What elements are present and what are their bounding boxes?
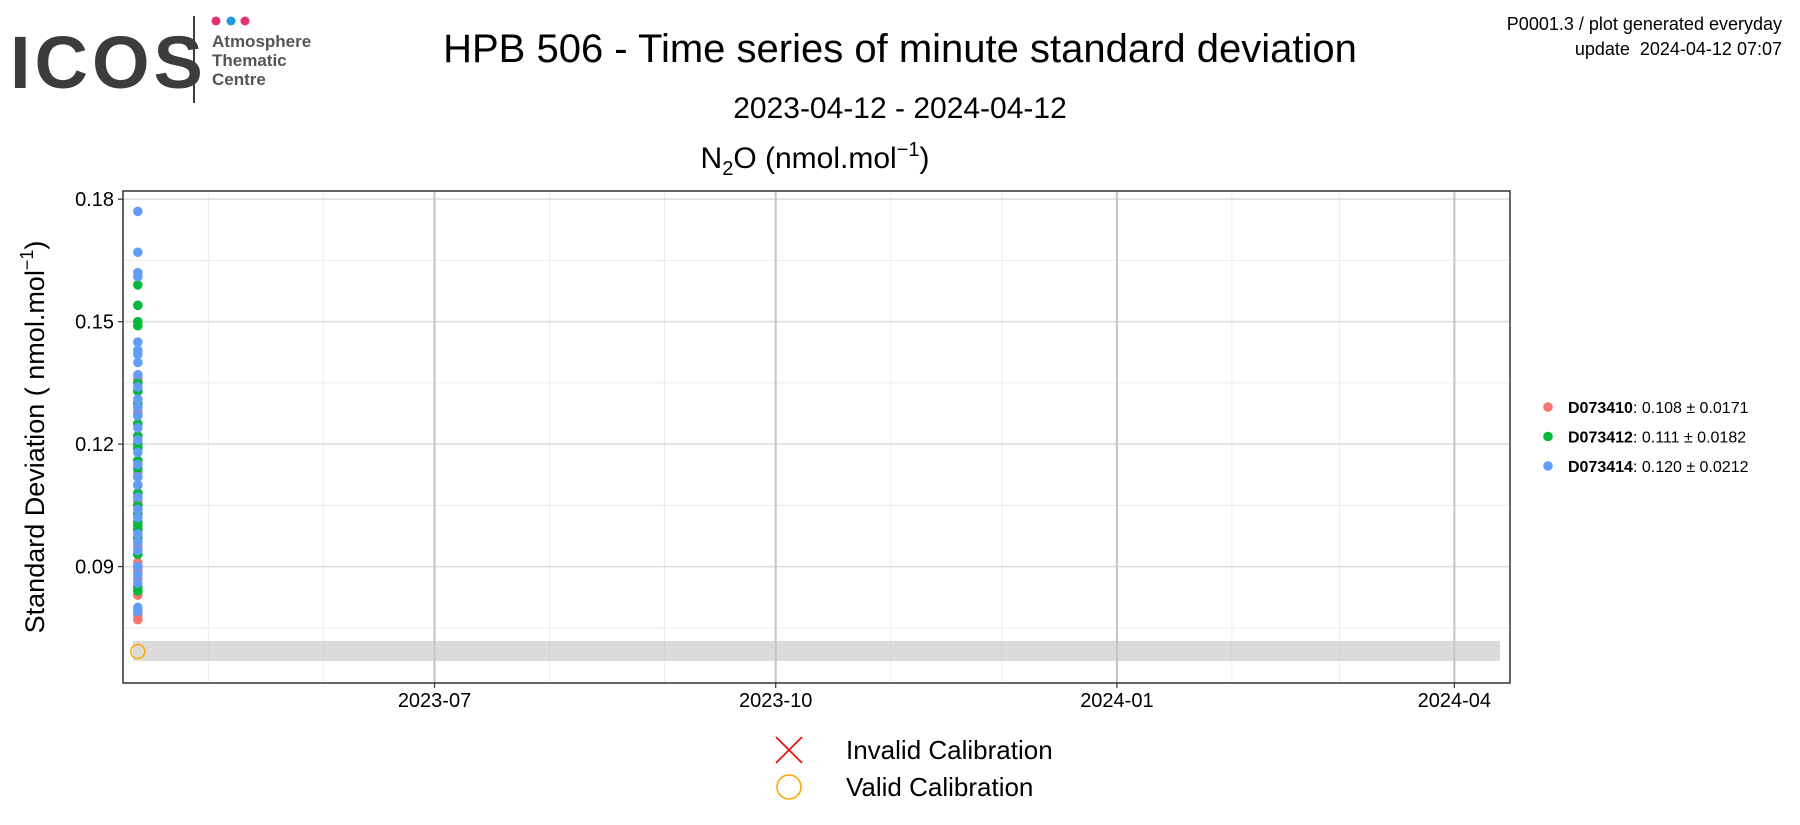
- panel-title-sub: 2: [722, 158, 733, 180]
- legend-name: D073410: [1568, 400, 1633, 417]
- data-point: [133, 504, 143, 515]
- y-label-part: Standard Deviation ( nmol.mol: [20, 270, 50, 633]
- plot-border: [122, 190, 1511, 684]
- plot-background: [123, 191, 1510, 683]
- logo-text: ICOS: [10, 21, 207, 104]
- panel-title-sup: −1: [897, 139, 920, 161]
- x-tick-label: 2023-10: [739, 690, 812, 712]
- logo-line: Atmosphere: [212, 32, 311, 51]
- data-point: [133, 267, 143, 278]
- x-tick-label: 2023-07: [398, 690, 471, 712]
- data-point: [133, 280, 143, 290]
- panel-title: N2O (nmol.mol−1): [701, 139, 930, 180]
- data-point: [133, 537, 143, 547]
- legend-marker: [1543, 431, 1553, 442]
- logo-line: Thematic: [212, 51, 287, 70]
- data-point: [133, 410, 143, 421]
- data-point: [133, 316, 143, 327]
- data-point: [133, 492, 143, 503]
- data-point: [133, 345, 143, 356]
- panel-title-part: O (nmol.mol: [733, 142, 896, 175]
- y-tick-label: 0.15: [75, 312, 114, 334]
- data-point: [133, 337, 143, 347]
- y-label-sup: −1: [17, 250, 37, 271]
- legend-stats: : 0.120 ± 0.0212: [1633, 459, 1749, 476]
- legend-marker: [776, 774, 802, 800]
- header-note: update 2024-04-12 07:07: [1575, 39, 1782, 59]
- logo-dot: [211, 16, 221, 26]
- logo-dot: [240, 16, 250, 26]
- legend-name: D073414: [1568, 459, 1633, 476]
- data-point: [133, 459, 143, 470]
- panel-title-part: ): [919, 142, 929, 175]
- logo-line: Centre: [212, 70, 266, 89]
- logo-dot: [226, 16, 236, 26]
- legend-entry: D073414: 0.120 ± 0.0212: [1568, 459, 1749, 476]
- legend-entry: D073412: 0.111 ± 0.0182: [1568, 430, 1746, 447]
- data-point: [133, 578, 143, 588]
- data-point: [133, 570, 143, 580]
- data-point: [133, 382, 143, 392]
- data-point: [133, 394, 143, 405]
- calibration-point: [130, 643, 146, 660]
- y-tick-label: 0.18: [75, 189, 114, 211]
- legend-stats: : 0.108 ± 0.0171: [1633, 400, 1749, 417]
- data-point: [133, 480, 143, 490]
- data-point: [133, 529, 143, 539]
- y-tick-label: 0.09: [75, 557, 114, 579]
- legend-marker: [1543, 461, 1553, 471]
- y-label-part: ): [20, 241, 50, 250]
- x-tick-label: 2024-01: [1080, 690, 1153, 712]
- legend-label: Valid Calibration: [846, 772, 1033, 802]
- chart-subtitle: 2023-04-12 - 2024-04-12: [733, 92, 1067, 125]
- y-tick-label: 0.12: [75, 434, 114, 456]
- data-point: [133, 423, 143, 433]
- chart-title: HPB 506 - Time series of minute standard…: [443, 27, 1357, 71]
- data-point: [133, 402, 143, 413]
- data-point: [133, 369, 143, 380]
- data-point: [133, 357, 143, 368]
- y-axis-label: Standard Deviation ( nmol.mol−1): [17, 241, 50, 634]
- data-point: [133, 512, 143, 523]
- data-point: [133, 602, 143, 613]
- legend-marker: [775, 736, 803, 764]
- legend-name: D073412: [1568, 430, 1633, 447]
- legend-label: Invalid Calibration: [846, 735, 1053, 765]
- data-point: [133, 545, 143, 556]
- data-point: [133, 300, 143, 311]
- header-note: P0001.3 / plot generated everyday: [1507, 14, 1782, 34]
- data-point: [133, 447, 143, 458]
- legend-stats: : 0.111 ± 0.0182: [1633, 430, 1746, 447]
- data-point: [133, 247, 143, 258]
- data-point: [133, 206, 143, 217]
- panel-title-part: N: [701, 142, 723, 175]
- data-point: [133, 561, 143, 572]
- reference-band: [133, 640, 1500, 661]
- data-point: [133, 472, 143, 482]
- legend-entry: D073410: 0.108 ± 0.0171: [1568, 400, 1749, 417]
- x-tick-label: 2024-04: [1418, 690, 1491, 712]
- legend-marker: [1543, 402, 1553, 412]
- data-point: [133, 435, 143, 445]
